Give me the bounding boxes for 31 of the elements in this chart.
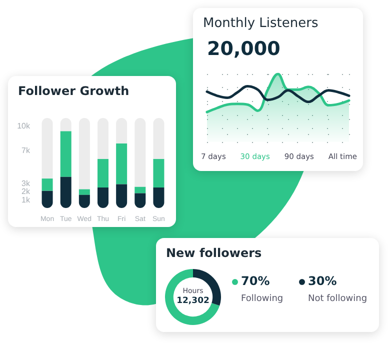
bar: [116, 143, 128, 184]
y-tick-label: 3k: [22, 178, 31, 188]
bar: [134, 186, 146, 194]
bar: [60, 131, 72, 177]
bar: [153, 118, 164, 159]
bar: [98, 188, 108, 208]
bar: [98, 118, 108, 159]
chart-title: New followers: [166, 246, 262, 260]
bar: [153, 158, 164, 188]
bar: [78, 118, 90, 190]
text: 12,302: [176, 296, 210, 306]
bar: [42, 118, 53, 179]
bar: [116, 118, 128, 144]
legend-label: Following: [241, 294, 284, 304]
bar: [153, 188, 164, 208]
data-label: 30%: [308, 274, 337, 288]
bar: [78, 189, 90, 195]
bar: [134, 118, 146, 187]
y-tick-label: 2k: [22, 187, 31, 196]
y-tick-label: 7k: [22, 146, 31, 156]
chart-title: Monthly Listeners: [203, 16, 318, 31]
chart-title: Follower Growth: [18, 84, 130, 98]
y-tick-label: 1k: [22, 195, 31, 204]
bar: [42, 178, 53, 191]
y-tick-label: 10k: [17, 122, 31, 131]
data-label: 70%: [241, 274, 270, 288]
legend-label: Not following: [308, 294, 368, 304]
bar: [116, 184, 128, 208]
chart-subtitle: 20,000: [207, 38, 280, 60]
bar: [98, 158, 108, 188]
bar: [60, 176, 72, 208]
